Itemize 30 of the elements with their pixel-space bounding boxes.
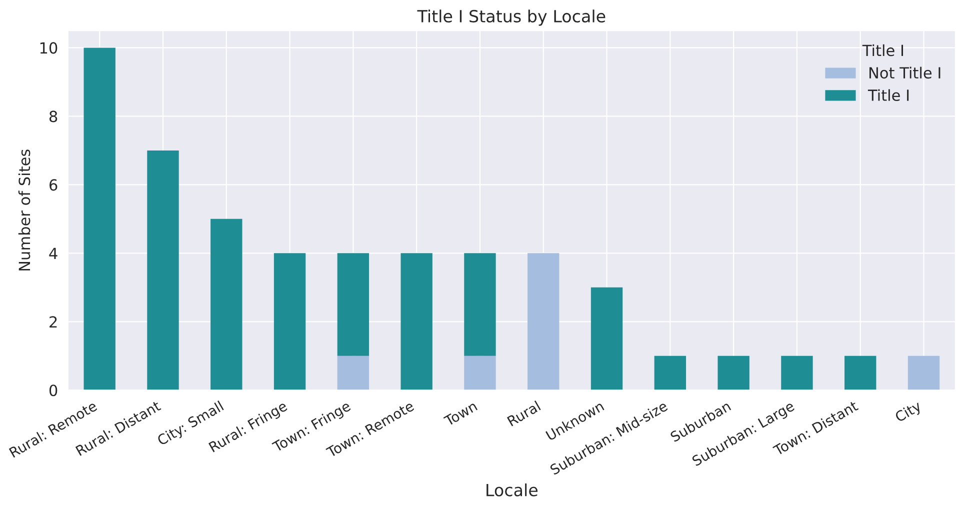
- x-axis-title: Locale: [486, 483, 538, 496]
- bar: [718, 356, 750, 390]
- bar: [84, 48, 116, 390]
- bar: [464, 356, 496, 390]
- bar: [590, 287, 623, 390]
- y-axis-title: Number of Sites: [18, 150, 30, 270]
- bar: [528, 253, 560, 390]
- y-tick-label: 10: [40, 42, 58, 54]
- legend-label: Not Title I: [869, 66, 940, 79]
- chart-title: Title I Status by Locale: [417, 10, 606, 26]
- bar: [781, 356, 813, 390]
- y-tick-label: 4: [49, 248, 58, 259]
- legend-title: Title I: [862, 44, 903, 56]
- x-tick-label: Town: [443, 400, 478, 427]
- bar: [464, 253, 496, 356]
- bar: [654, 356, 686, 390]
- bar: [274, 253, 306, 390]
- x-tick-label: City: [894, 400, 924, 425]
- bar: [844, 356, 876, 390]
- bar: [210, 218, 242, 390]
- bar: [337, 356, 370, 390]
- bar: [337, 253, 370, 356]
- y-tick-label: 8: [49, 110, 58, 122]
- legend-label: Title I: [868, 89, 909, 102]
- y-tick-label: 2: [50, 316, 57, 328]
- bar: [400, 253, 432, 390]
- bar: [908, 356, 940, 390]
- y-tick-label: 6: [50, 179, 58, 191]
- bar: [147, 150, 179, 390]
- y-tick-label: 0: [49, 384, 58, 396]
